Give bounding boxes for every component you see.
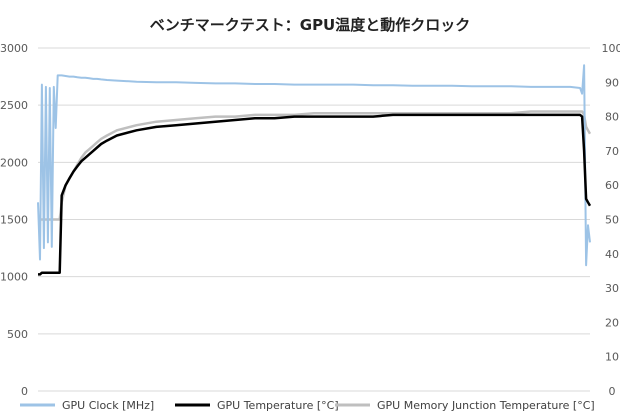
right-tick-label: 40: [605, 248, 619, 261]
left-tick-label: 3000: [0, 42, 28, 55]
left-tick-label: 500: [7, 328, 28, 341]
left-tick-label: 2500: [0, 99, 28, 112]
right-axis-ticks: 0 10 20 30 40 50 60 70 80 90 100: [602, 42, 620, 398]
right-tick-label: 60: [605, 179, 619, 192]
right-tick-label: 80: [605, 111, 619, 124]
right-tick-label: 0: [609, 385, 616, 398]
right-tick-label: 30: [605, 282, 619, 295]
series-lines: [37, 64, 592, 276]
left-axis-ticks: 0 500 1000 1500 2000 2500 3000: [0, 42, 28, 398]
right-tick-label: 20: [605, 316, 619, 329]
left-tick-label: 1000: [0, 271, 28, 284]
series-line-gpu-clock-mhz: [37, 64, 591, 267]
series-line-gpu-memory-junction-temperature-c: [38, 110, 592, 221]
left-tick-label: 2000: [0, 156, 28, 169]
legend-label: GPU Clock [MHz]: [62, 399, 154, 412]
right-tick-label: 10: [605, 351, 619, 364]
right-tick-label: 90: [605, 76, 619, 89]
left-tick-label: 1500: [0, 214, 28, 227]
series-line-gpu-temperature-c: [38, 113, 592, 276]
right-tick-label: 70: [605, 145, 619, 158]
right-tick-label: 100: [602, 42, 620, 55]
gridlines: [38, 47, 590, 392]
legend-label: GPU Temperature [°C]: [217, 399, 339, 412]
left-tick-label: 0: [21, 385, 28, 398]
legend-label: GPU Memory Junction Temperature [°C]: [377, 399, 595, 412]
right-tick-label: 50: [605, 214, 619, 227]
legend: GPU Clock [MHz] GPU Temperature [°C] GPU M…: [20, 399, 595, 412]
chart-title: ベンチマークテスト：GPU温度と動作クロック: [150, 16, 471, 34]
